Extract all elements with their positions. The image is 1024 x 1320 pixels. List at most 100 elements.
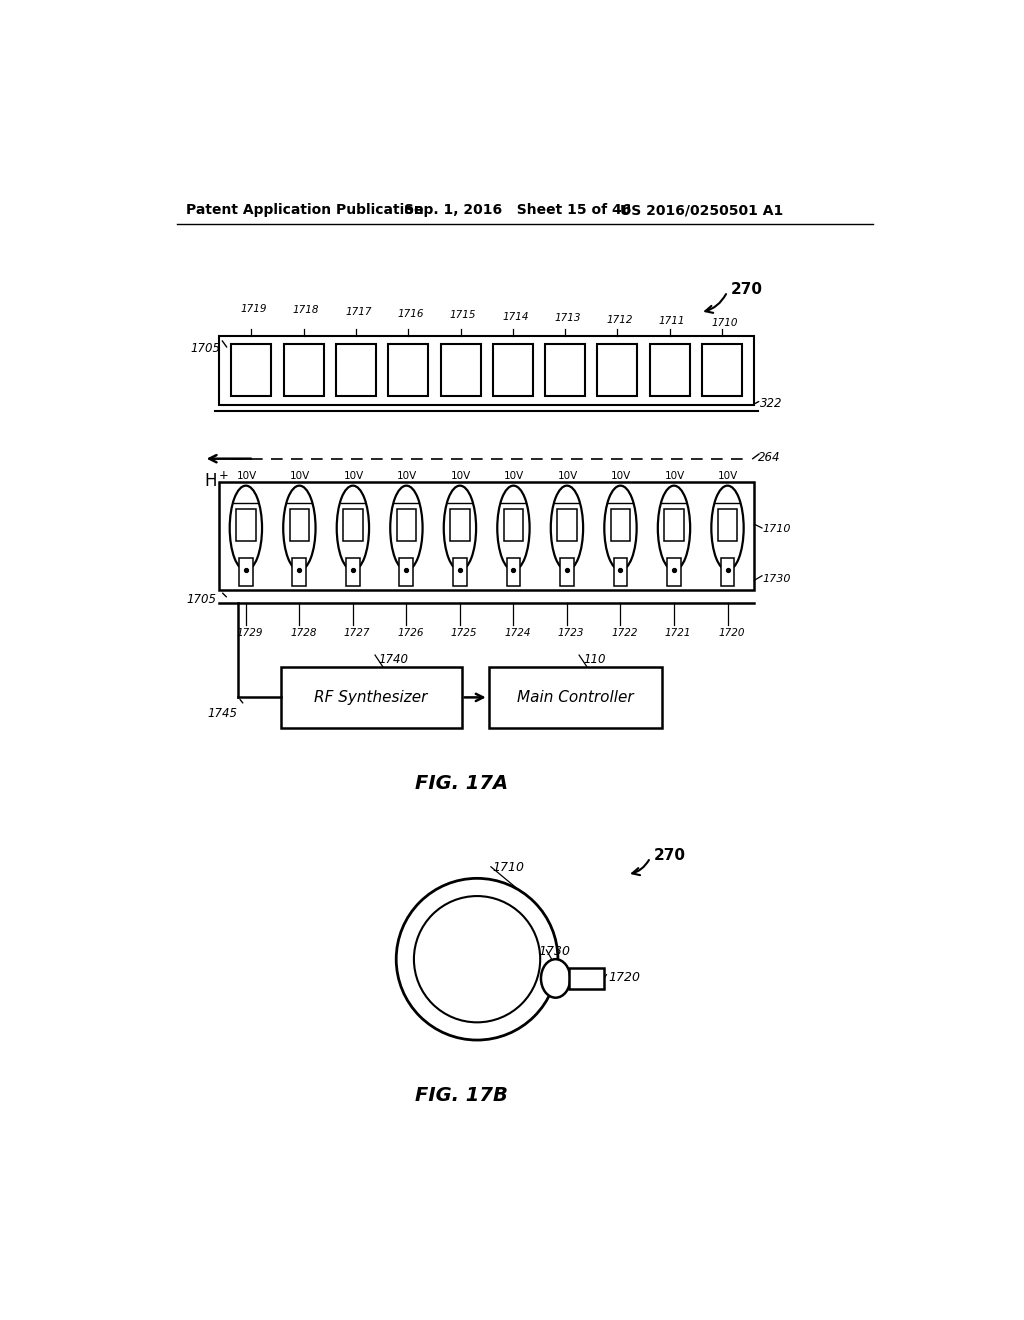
Text: 1725: 1725 — [451, 628, 477, 638]
Ellipse shape — [551, 486, 583, 570]
Text: 1719: 1719 — [241, 304, 267, 314]
Bar — [613, 557, 628, 586]
Text: 10V: 10V — [344, 471, 364, 480]
Text: 1724: 1724 — [504, 628, 530, 638]
Text: 1715: 1715 — [450, 310, 476, 321]
Bar — [667, 557, 681, 586]
Bar — [560, 557, 573, 586]
Bar — [702, 345, 742, 396]
Text: 1714: 1714 — [502, 312, 528, 322]
Text: 10V: 10V — [397, 471, 418, 480]
Bar — [231, 345, 271, 396]
Bar — [545, 345, 585, 396]
Text: 1722: 1722 — [611, 628, 638, 638]
Bar — [721, 557, 734, 586]
Bar — [219, 482, 755, 590]
Text: 1710: 1710 — [762, 524, 791, 535]
Text: 264: 264 — [758, 451, 780, 465]
Text: 1723: 1723 — [558, 628, 585, 638]
Text: 1713: 1713 — [554, 313, 581, 323]
Bar — [281, 667, 462, 729]
Text: 1710: 1710 — [493, 862, 524, 874]
Text: 1711: 1711 — [658, 317, 685, 326]
Bar — [284, 345, 324, 396]
Text: RF Synthesizer: RF Synthesizer — [314, 690, 428, 705]
Text: Main Controller: Main Controller — [517, 690, 634, 705]
Text: 1729: 1729 — [237, 628, 263, 638]
Ellipse shape — [443, 486, 476, 570]
Ellipse shape — [604, 486, 637, 570]
Text: 1710: 1710 — [712, 318, 737, 327]
Bar — [597, 345, 637, 396]
Text: US 2016/0250501 A1: US 2016/0250501 A1 — [620, 203, 782, 216]
Text: 10V: 10V — [665, 471, 685, 480]
Ellipse shape — [541, 960, 570, 998]
Text: 1721: 1721 — [665, 628, 691, 638]
Text: 1730: 1730 — [539, 945, 570, 958]
Text: 1728: 1728 — [290, 628, 316, 638]
Ellipse shape — [498, 486, 529, 570]
Text: 10V: 10V — [290, 471, 310, 480]
Bar — [239, 557, 253, 586]
Text: 1720: 1720 — [608, 970, 640, 983]
Text: 10V: 10V — [558, 471, 578, 480]
Text: 10V: 10V — [504, 471, 524, 480]
Bar — [718, 508, 737, 541]
Text: 322: 322 — [761, 397, 783, 411]
Text: 1720: 1720 — [718, 628, 744, 638]
Bar — [557, 508, 577, 541]
Text: 10V: 10V — [718, 471, 738, 480]
Text: 10V: 10V — [451, 471, 471, 480]
Text: 270: 270 — [731, 281, 763, 297]
Text: 1745: 1745 — [208, 706, 238, 719]
Text: 1727: 1727 — [344, 628, 370, 638]
Text: Sep. 1, 2016   Sheet 15 of 46: Sep. 1, 2016 Sheet 15 of 46 — [403, 203, 631, 216]
Bar — [569, 968, 604, 989]
Text: 1712: 1712 — [606, 314, 633, 325]
Bar — [388, 345, 428, 396]
Bar — [440, 345, 480, 396]
Text: 1726: 1726 — [397, 628, 424, 638]
Bar — [336, 345, 376, 396]
Bar — [399, 557, 414, 586]
Bar — [493, 345, 532, 396]
Text: 1740: 1740 — [379, 653, 409, 665]
Ellipse shape — [337, 486, 369, 570]
Text: 1717: 1717 — [345, 308, 372, 317]
Bar — [507, 557, 520, 586]
Bar — [219, 335, 755, 405]
Ellipse shape — [390, 486, 423, 570]
Bar — [649, 345, 690, 396]
Text: 1705: 1705 — [186, 594, 216, 606]
Text: FIG. 17B: FIG. 17B — [415, 1086, 508, 1105]
Bar — [346, 557, 359, 586]
Text: 10V: 10V — [237, 471, 257, 480]
Ellipse shape — [712, 486, 743, 570]
Bar — [451, 508, 470, 541]
Text: 1705: 1705 — [190, 342, 220, 355]
Text: 10V: 10V — [611, 471, 632, 480]
Bar — [290, 508, 309, 541]
Text: H$^+$: H$^+$ — [204, 471, 229, 490]
Ellipse shape — [229, 486, 262, 570]
Text: Patent Application Publication: Patent Application Publication — [186, 203, 424, 216]
Bar — [504, 508, 523, 541]
Bar — [293, 557, 306, 586]
FancyArrowPatch shape — [632, 861, 649, 875]
Text: FIG. 17A: FIG. 17A — [415, 775, 508, 793]
Bar — [610, 508, 630, 541]
Text: 110: 110 — [583, 653, 605, 665]
Bar — [237, 508, 256, 541]
Ellipse shape — [657, 486, 690, 570]
FancyArrowPatch shape — [706, 294, 726, 313]
Bar — [488, 667, 662, 729]
Bar — [665, 508, 684, 541]
Text: 1718: 1718 — [293, 305, 319, 315]
Text: 1730: 1730 — [762, 574, 791, 585]
Ellipse shape — [284, 486, 315, 570]
Bar — [453, 557, 467, 586]
Bar — [343, 508, 362, 541]
Bar — [396, 508, 416, 541]
Text: 270: 270 — [654, 847, 686, 862]
Text: 1716: 1716 — [397, 309, 424, 318]
